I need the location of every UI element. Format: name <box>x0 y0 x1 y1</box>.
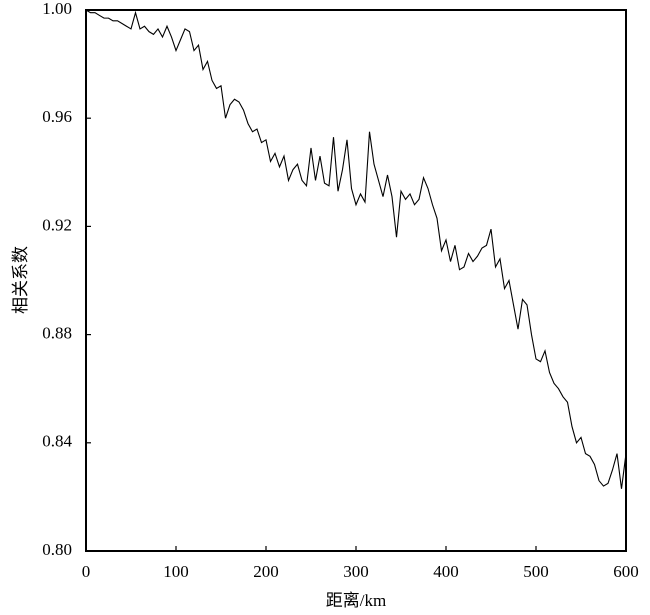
data-line <box>85 9 627 489</box>
y-tick-label: 1.00 <box>42 0 72 18</box>
y-tick-label: 0.80 <box>42 540 72 559</box>
y-tick-label: 0.88 <box>42 324 72 343</box>
x-tick-label: 500 <box>523 562 549 581</box>
x-tick-label: 600 <box>613 562 639 581</box>
y-tick-label: 0.84 <box>42 432 72 451</box>
y-axis-label: 相关系数 <box>11 246 30 314</box>
x-tick-label: 200 <box>253 562 279 581</box>
x-tick-label: 100 <box>163 562 189 581</box>
x-tick-label: 400 <box>433 562 459 581</box>
y-tick-label: 0.96 <box>42 107 72 126</box>
x-axis-label: 距离/km <box>326 591 386 610</box>
x-tick-label: 300 <box>343 562 369 581</box>
x-tick-label: 0 <box>82 562 91 581</box>
plot-frame <box>85 9 627 552</box>
y-tick-label: 0.92 <box>42 215 72 234</box>
